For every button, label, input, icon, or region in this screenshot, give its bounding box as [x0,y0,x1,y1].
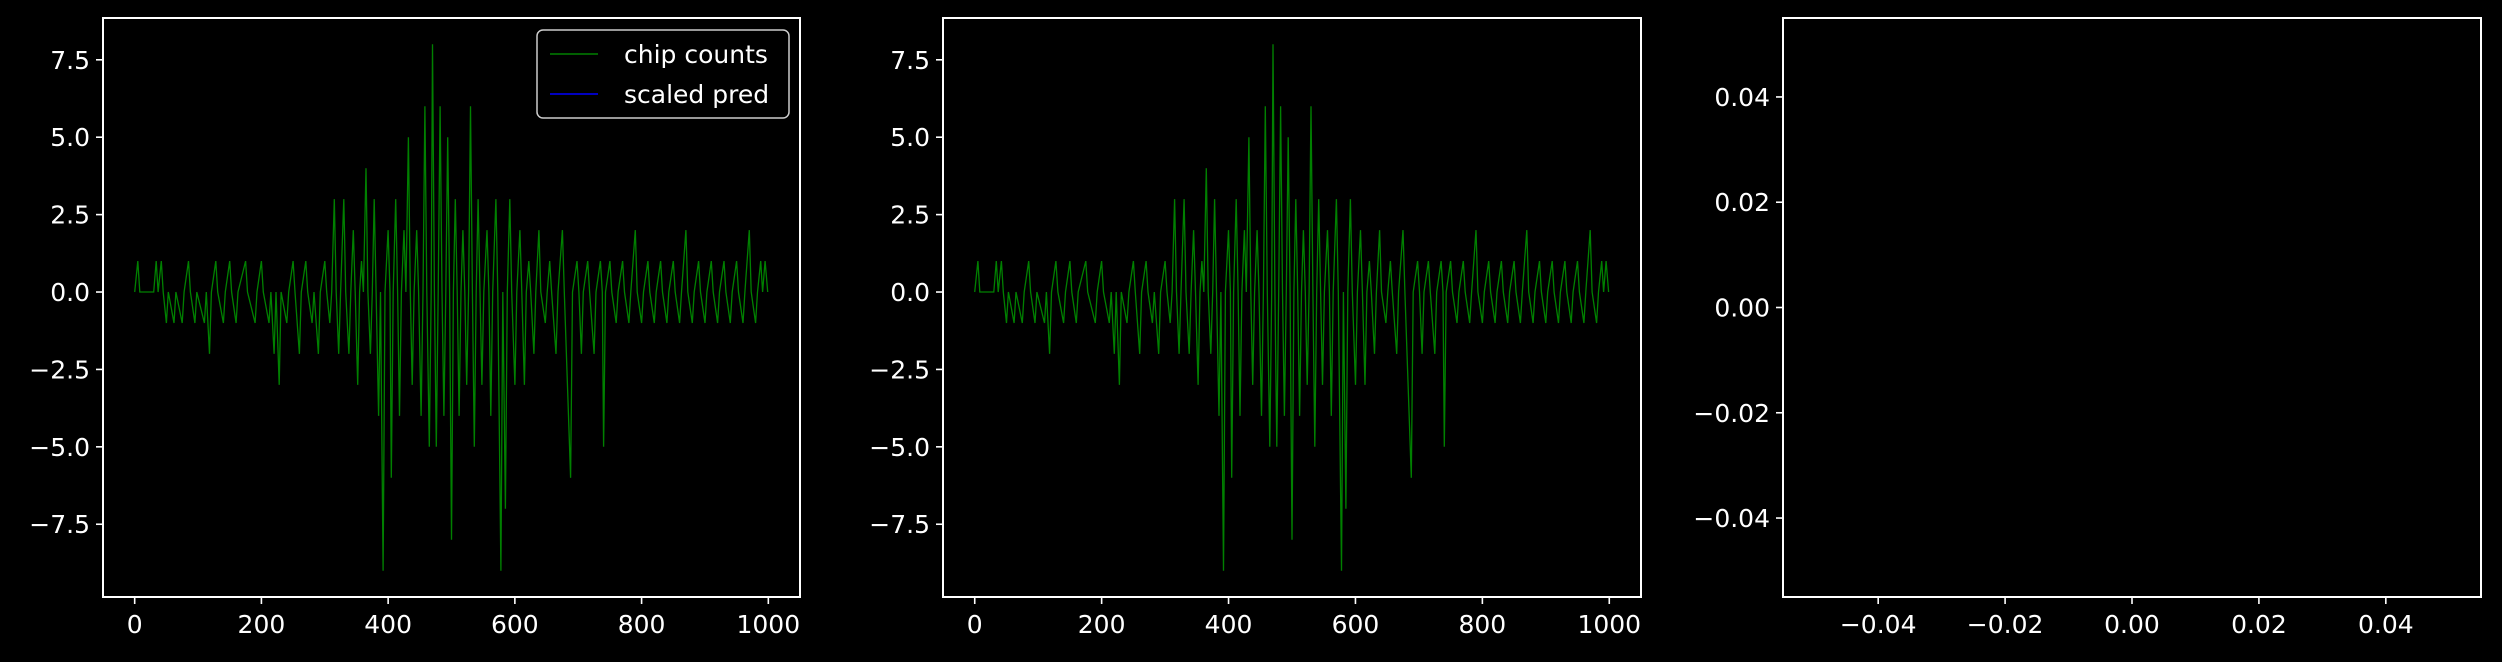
chart-panel-1: 0 200 400 600 800 1000 7.5 5.0 2.5 0.0 −2.5 −5.0 −7… [29,17,801,639]
x-axis-ticks: −0.04 −0.02 0.00 0.02 0.04 [1840,597,2414,639]
y-tick-label: 0.00 [1714,294,1770,323]
x-tick-label: −0.02 [1967,610,2044,639]
y-tick-label: 5.0 [890,123,930,152]
y-tick-label: −7.5 [29,510,90,539]
series-line [134,44,769,571]
x-tick-label: −0.04 [1840,610,1917,639]
legend: chip counts scaled pred [536,29,790,119]
x-tick-label: 600 [491,610,539,639]
x-axis-ticks: 0 200 400 600 800 1000 [127,597,800,639]
series-layer [974,44,1610,571]
x-tick-label: 0.04 [2358,610,2414,639]
y-axis-ticks: 7.5 5.0 2.5 0.0 −2.5 −5.0 −7.5 [29,46,103,539]
x-tick-label: 600 [1332,610,1380,639]
axes-frame [102,17,801,598]
y-tick-label: 7.5 [890,46,930,75]
y-tick-label: 0.02 [1714,188,1770,217]
y-tick-label: −0.04 [1693,504,1770,533]
y-tick-label: −2.5 [29,355,90,384]
y-tick-label: 5.0 [50,123,90,152]
chart-panel-2: 0 200 400 600 800 1000 7.5 5.0 2.5 0.0 −2.5 −5.0 −7… [869,17,1642,639]
x-tick-label: 0 [127,610,143,639]
x-tick-label: 1000 [737,610,801,639]
y-tick-label: 0.0 [50,278,90,307]
x-tick-label: 1000 [1577,610,1641,639]
legend-label-scaled-pred: scaled pred [624,80,769,109]
legend-label-chip-counts: chip counts [624,40,768,69]
axes-frame [942,17,1642,598]
y-tick-label: −5.0 [29,433,90,462]
y-axis-ticks: 0.04 0.02 0.00 −0.02 −0.04 [1693,83,1783,533]
x-tick-label: 0.00 [2104,610,2160,639]
x-tick-label: 800 [618,610,666,639]
series-line [974,44,1610,571]
y-tick-label: 2.5 [890,201,930,230]
y-tick-label: 7.5 [50,46,90,75]
y-tick-label: 0.04 [1714,83,1770,112]
x-tick-label: 200 [1078,610,1126,639]
x-axis-ticks: 0 200 400 600 800 1000 [967,597,1641,639]
legend-box [536,29,790,119]
x-tick-label: 0 [967,610,983,639]
x-tick-label: 200 [238,610,286,639]
y-tick-label: −2.5 [869,355,930,384]
x-tick-label: 400 [1205,610,1253,639]
x-tick-label: 0.02 [2231,610,2287,639]
series-layer [134,44,769,571]
y-tick-label: −5.0 [869,433,930,462]
x-tick-label: 400 [364,610,412,639]
y-tick-label: −0.02 [1693,399,1770,428]
chart-panel-3: −0.04 −0.02 0.00 0.02 0.04 0.04 0.02 0.00 −0.02… [1693,17,2482,639]
y-tick-label: 0.0 [890,278,930,307]
x-tick-label: 800 [1459,610,1507,639]
y-axis-ticks: 7.5 5.0 2.5 0.0 −2.5 −5.0 −7.5 [869,46,943,539]
y-tick-label: 2.5 [50,201,90,230]
y-tick-label: −7.5 [869,510,930,539]
